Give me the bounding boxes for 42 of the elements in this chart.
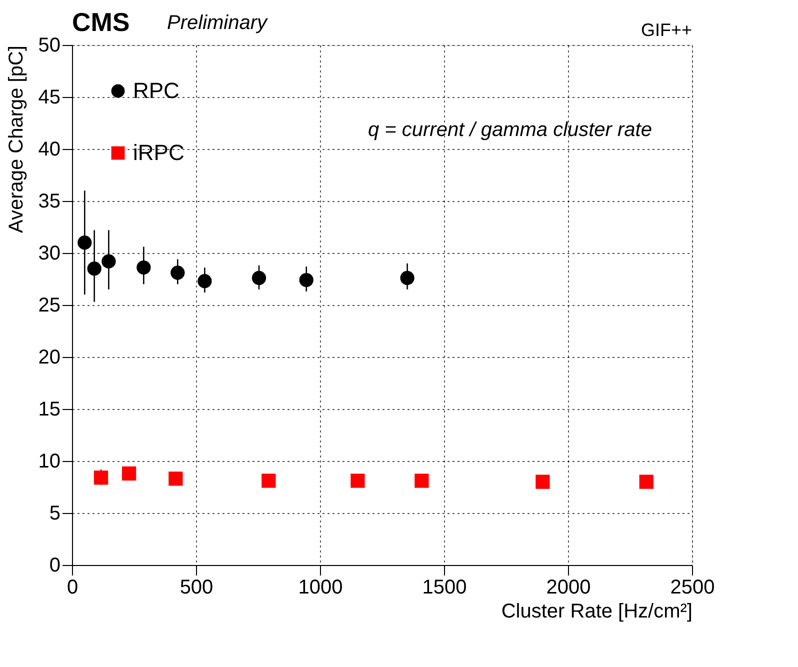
x-tick-label: 2500 [670, 576, 715, 598]
point [168, 472, 183, 486]
point [87, 262, 102, 276]
point [414, 474, 429, 488]
point [400, 270, 414, 286]
point [122, 466, 136, 481]
x-tick-label: 2000 [546, 576, 591, 598]
x-axis-title: Cluster Rate [Hz/cm²] [501, 600, 692, 622]
x-tick-label: 0 [66, 576, 78, 598]
legend-label: iRPC [133, 140, 184, 165]
point [94, 470, 108, 485]
y-tick-label: 35 [38, 190, 60, 212]
point [299, 272, 314, 288]
x-tick-label: 1500 [422, 576, 467, 598]
point [252, 270, 266, 286]
text: CMS [72, 7, 130, 37]
y-tick-label: 0 [49, 554, 60, 576]
point [536, 474, 550, 489]
point [102, 254, 116, 268]
point [170, 266, 185, 280]
point [78, 236, 92, 250]
y-tick-label: 40 [38, 138, 60, 160]
y-tick-label: 20 [38, 346, 60, 368]
text: Preliminary [167, 12, 268, 34]
point [350, 474, 365, 488]
y-tick-label: 30 [38, 242, 60, 264]
legend-label: RPC [133, 78, 180, 103]
y-tick-label: 25 [38, 294, 60, 316]
x-tick-label: 500 [180, 576, 214, 598]
annotation: q = current / gamma cluster rate [368, 119, 652, 141]
point [262, 474, 276, 488]
x-tick-label: 1000 [298, 576, 343, 598]
y-axis-title: Average Charge [pC] [5, 46, 28, 234]
y-tick-label: 15 [38, 398, 60, 420]
point [639, 474, 654, 489]
point [198, 274, 212, 288]
y-tick-label: 10 [38, 450, 60, 472]
text: GIF++ [640, 20, 692, 40]
point [136, 260, 151, 275]
y-tick-label: 5 [49, 502, 60, 524]
y-tick-label: 50 [38, 34, 60, 56]
y-tick-label: 45 [38, 86, 60, 108]
